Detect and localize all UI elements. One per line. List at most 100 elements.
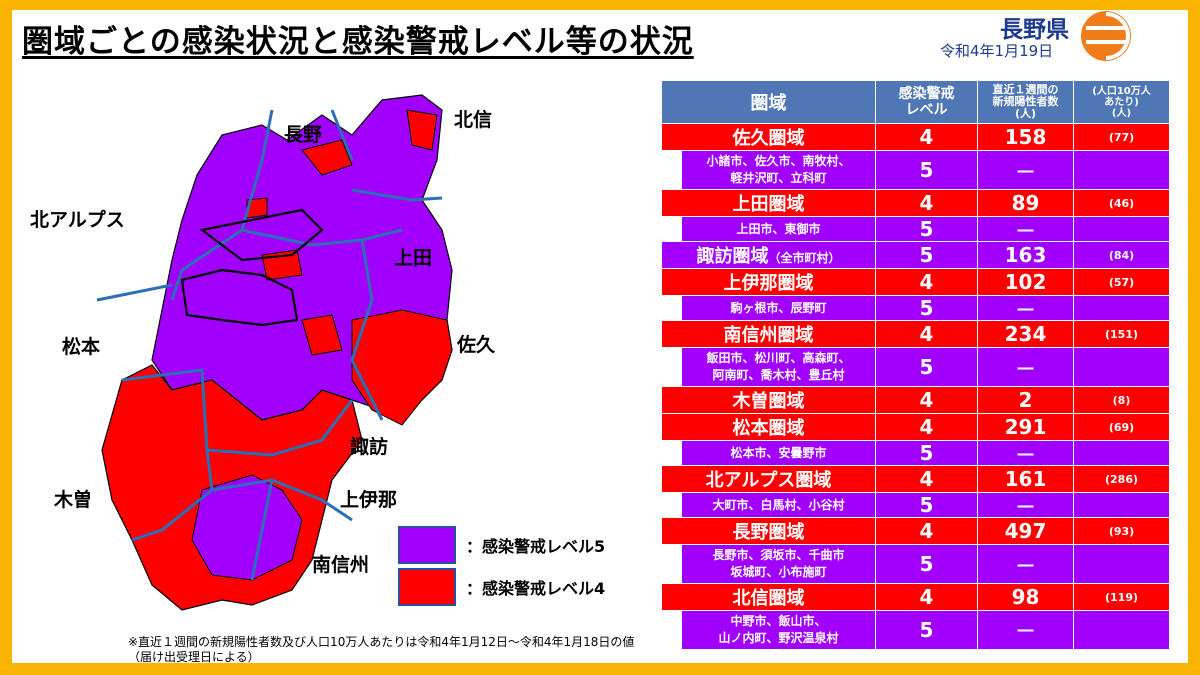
map-label-kiso: 木曽 — [54, 489, 93, 511]
subrow-count: ― — [977, 295, 1074, 321]
map-label-nagano: 長野 — [284, 124, 323, 146]
subrow-level: 5 — [875, 492, 978, 518]
table-subrow: 飯田市、松川町、高森町、 阿南町、喬木村、豊丘村 5 ― — [661, 347, 1170, 387]
area-per-100k: (8) — [1073, 386, 1170, 414]
table-subrow: 松本市、安曇野市 5 ― — [661, 440, 1170, 466]
table-row: 北信圏域 4 98 (119) — [661, 583, 1170, 611]
area-name: 上伊那圏域 — [661, 268, 876, 296]
subrow-per — [1073, 492, 1170, 518]
area-level: 4 — [875, 320, 978, 348]
subrow-municipalities: 中野市、飯山市、 山ノ内町、野沢温泉村 — [681, 610, 876, 650]
subrow-level: 5 — [875, 216, 978, 242]
subrow-municipalities: 長野市、須坂市、千曲市 坂城町、小布施町 — [681, 544, 876, 584]
area-name: 長野圏域 — [661, 517, 876, 545]
area-per-100k: (93) — [1073, 517, 1170, 545]
subrow-level: 5 — [875, 347, 978, 387]
area-level: 4 — [875, 189, 978, 217]
map-label-suwa: 諏訪 — [350, 436, 389, 458]
subrow-municipalities: 大町市、白馬村、小谷村 — [681, 492, 876, 518]
legend-level5: ：感染警戒レベル5 — [398, 526, 605, 564]
subrow-level: 5 — [875, 610, 978, 650]
area-name: 諏訪圏域（全市町村） — [661, 241, 876, 269]
map-label-kita-alps: 北アルプス — [30, 209, 125, 231]
subrow-indent — [661, 610, 682, 649]
area-level: 4 — [875, 268, 978, 296]
table-row: 北アルプス圏域 4 161 (286) — [661, 465, 1170, 493]
subrow-per — [1073, 610, 1170, 650]
subrow-municipalities: 松本市、安曇野市 — [681, 440, 876, 466]
area-level: 4 — [875, 583, 978, 611]
table-row: 諏訪圏域（全市町村） 5 163 (84) — [661, 241, 1170, 269]
subrow-indent — [661, 216, 682, 242]
area-count: 291 — [977, 413, 1074, 441]
subrow-level: 5 — [875, 150, 978, 190]
map-label-minamishinshu: 南信州 — [312, 554, 370, 576]
area-per-100k: (151) — [1073, 320, 1170, 348]
area-per-100k: (84) — [1073, 241, 1170, 269]
area-count: 158 — [977, 123, 1074, 151]
area-level: 4 — [875, 123, 978, 151]
map-label-saku: 佐久 — [457, 334, 496, 356]
table-row: 上田圏域 4 89 (46) — [661, 189, 1170, 217]
footnote: ※直近１週間の新規陽性者数及び人口10万人あたりは令和4年1月12日～令和4年1… — [128, 635, 634, 665]
area-per-100k: (57) — [1073, 268, 1170, 296]
subrow-per — [1073, 347, 1170, 387]
area-level: 5 — [875, 241, 978, 269]
status-table: 圏域 感染警戒 レベル 直近１週間の 新規陽性者数 (人) (人口10万人 あたり) (人… — [661, 80, 1170, 650]
subrow-count: ― — [977, 347, 1074, 387]
map-label-hokushin: 北信 — [454, 109, 493, 131]
slide-date: 令和4年1月19日 — [940, 42, 1054, 60]
subrow-per — [1073, 150, 1170, 190]
subrow-indent — [661, 295, 682, 321]
area-count: 497 — [977, 517, 1074, 545]
subrow-count: ― — [977, 216, 1074, 242]
table-row: 木曽圏域 4 2 (8) — [661, 386, 1170, 414]
table-subrow: 駒ヶ根市、辰野町 5 ― — [661, 295, 1170, 321]
legend-level4: ：感染警戒レベル4 — [398, 568, 605, 606]
area-name: 北アルプス圏域 — [661, 465, 876, 493]
map-label-matsumoto: 松本 — [62, 336, 101, 358]
area-name: 木曽圏域 — [661, 386, 876, 414]
area-name: 佐久圏域 — [661, 123, 876, 151]
slide-title: 圏域ごとの感染状況と感染警戒レベル等の状況 — [22, 24, 694, 60]
subrow-municipalities: 上田市、東御市 — [681, 216, 876, 242]
header-count: 直近１週間の 新規陽性者数 (人) — [977, 80, 1074, 124]
subrow-municipalities: 駒ヶ根市、辰野町 — [681, 295, 876, 321]
table-row: 南信州圏域 4 234 (151) — [661, 320, 1170, 348]
area-level: 4 — [875, 517, 978, 545]
subrow-indent — [661, 492, 682, 518]
table-subrow: 小諸市、佐久市、南牧村、 軽井沢町、立科町 5 ― — [661, 150, 1170, 190]
subrow-count: ― — [977, 610, 1074, 650]
nagano-region-map: 長野 北信 北アルプス 上田 松本 佐久 諏訪 木曽 上伊那 南信州 — [22, 80, 642, 640]
area-name: 松本圏域 — [661, 413, 876, 441]
area-name: 南信州圏域 — [661, 320, 876, 348]
table-subrow: 中野市、飯山市、 山ノ内町、野沢温泉村 5 ― — [661, 610, 1170, 650]
area-name: 北信圏域 — [661, 583, 876, 611]
subrow-per — [1073, 544, 1170, 584]
header-per: (人口10万人 あたり) (人) — [1073, 80, 1170, 124]
area-count: 89 — [977, 189, 1074, 217]
area-name-note: （全市町村） — [768, 251, 841, 265]
subrow-municipalities: 小諸市、佐久市、南牧村、 軽井沢町、立科町 — [681, 150, 876, 190]
subrow-count: ― — [977, 440, 1074, 466]
table-row: 長野圏域 4 497 (93) — [661, 517, 1170, 545]
area-per-100k: (286) — [1073, 465, 1170, 493]
legend-label-level5: ：感染警戒レベル5 — [466, 537, 606, 556]
table-row: 上伊那圏域 4 102 (57) — [661, 268, 1170, 296]
table-body: 佐久圏域 4 158 (77) 小諸市、佐久市、南牧村、 軽井沢町、立科町 5 ― 上田圏域 4 8… — [661, 123, 1170, 650]
area-count: 102 — [977, 268, 1074, 296]
subrow-indent — [661, 440, 682, 466]
legend-swatch-level5 — [398, 526, 456, 564]
subrow-per — [1073, 440, 1170, 466]
subrow-count: ― — [977, 544, 1074, 584]
subrow-per — [1073, 295, 1170, 321]
header-area: 圏域 — [661, 80, 876, 124]
table-subrow: 長野市、須坂市、千曲市 坂城町、小布施町 5 ― — [661, 544, 1170, 584]
footnote-text: ※直近１週間の新規陽性者数及び人口10万人あたりは令和4年1月12日～令和4年1… — [128, 635, 635, 664]
area-level: 4 — [875, 413, 978, 441]
map-label-ueda: 上田 — [394, 247, 433, 269]
table-row: 佐久圏域 4 158 (77) — [661, 123, 1170, 151]
area-level: 4 — [875, 386, 978, 414]
legend-swatch-level4 — [398, 568, 456, 606]
table-row: 松本圏域 4 291 (69) — [661, 413, 1170, 441]
